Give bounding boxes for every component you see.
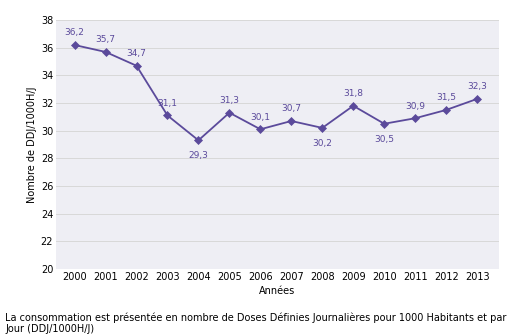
- Text: 31,3: 31,3: [219, 96, 239, 105]
- Text: 31,8: 31,8: [343, 89, 363, 98]
- Text: 36,2: 36,2: [65, 29, 84, 37]
- Text: 30,5: 30,5: [374, 135, 394, 144]
- X-axis label: Années: Années: [259, 286, 296, 296]
- Text: 30,1: 30,1: [250, 113, 270, 122]
- Text: 30,9: 30,9: [405, 101, 425, 111]
- Y-axis label: Nombre de DDJ/1000H/J: Nombre de DDJ/1000H/J: [26, 86, 37, 203]
- Text: 35,7: 35,7: [96, 35, 116, 44]
- Text: 32,3: 32,3: [467, 82, 487, 91]
- Text: 31,5: 31,5: [436, 93, 456, 102]
- Text: 30,7: 30,7: [281, 104, 301, 114]
- Text: 29,3: 29,3: [188, 152, 208, 160]
- Text: 34,7: 34,7: [127, 49, 147, 58]
- Text: La consommation est présentée en nombre de Doses Définies Journalières pour 1000: La consommation est présentée en nombre …: [5, 312, 506, 334]
- Text: 30,2: 30,2: [313, 139, 332, 148]
- Text: 31,1: 31,1: [157, 99, 178, 108]
